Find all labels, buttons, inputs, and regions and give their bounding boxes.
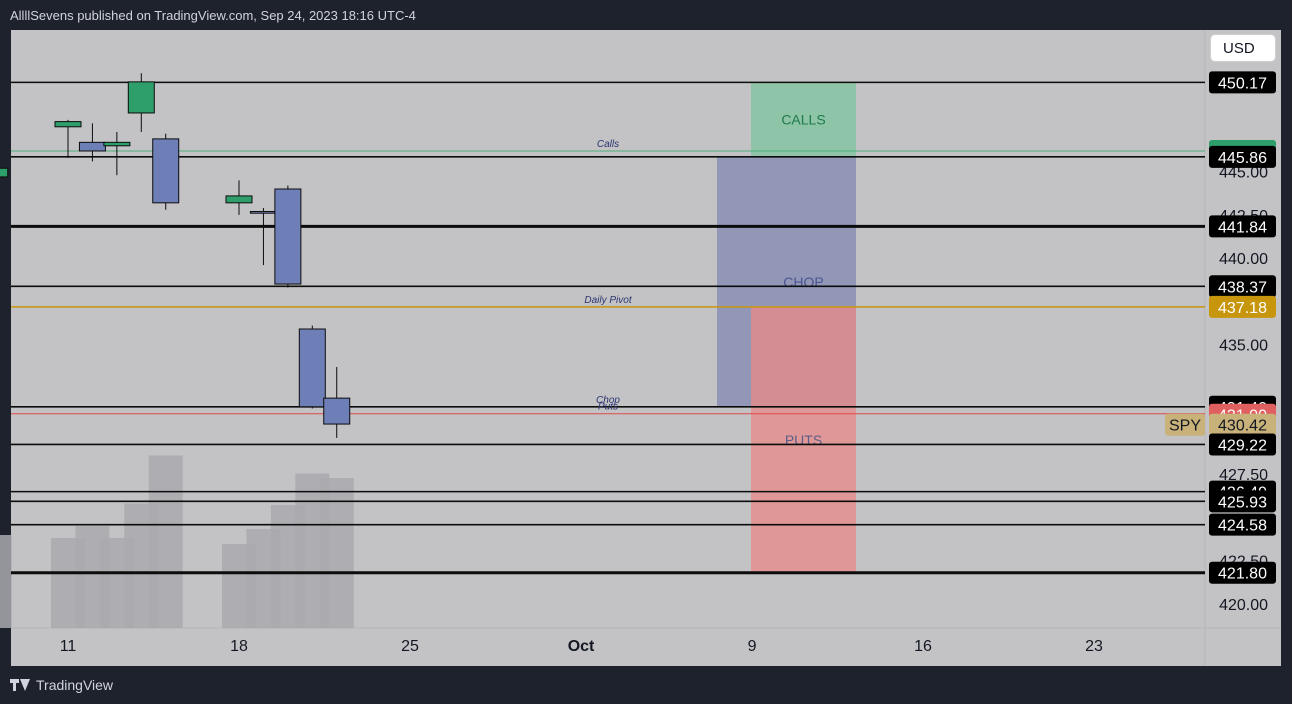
candle-body [152,138,180,204]
volume-bar [148,455,183,628]
candle-body [103,141,131,147]
publish-header: AllllSevens published on TradingView.com… [10,8,416,23]
candle-body [298,328,326,408]
candle-body [225,195,253,204]
level-price-label: 424.58 [1218,518,1267,535]
candle-body [54,121,82,128]
candle-body [0,167,9,178]
level-price-badge [1209,295,1276,318]
symbol-label: SPY [1169,418,1201,435]
candle-body [274,188,302,285]
level-price-badge [1209,215,1276,238]
level-price-label: 425.93 [1218,494,1267,511]
level-price-badge [1209,513,1276,536]
level-price-label: 445.86 [1218,150,1267,167]
tradingview-logo-icon [10,679,30,691]
zone-calls [751,82,856,157]
candle-body [78,141,106,152]
level-price-badge [1209,275,1276,298]
level-price-label: 421.80 [1218,566,1267,583]
chart-background [11,30,1281,666]
level-price-label: 429.22 [1218,437,1267,454]
level-note: Chop [596,395,620,406]
level-price-label: 438.37 [1218,279,1267,296]
x-tick-label: 23 [1085,638,1103,655]
level-price-label: 430.42 [1218,418,1267,435]
symbol-badge [1165,413,1205,436]
level-price-badge [1209,71,1276,94]
zone-label-calls: CALLS [781,112,825,128]
zone-puts [751,306,856,573]
currency-button[interactable]: USD [1210,34,1276,62]
x-tick-label: 25 [401,638,419,655]
y-tick-label: 445.00 [1219,165,1268,182]
y-tick-label: 420.00 [1219,597,1268,614]
y-tick-label: 427.50 [1219,467,1268,484]
x-tick-label: 16 [914,638,932,655]
level-price-label: 441.84 [1218,219,1267,236]
y-tick-label: 440.00 [1219,251,1268,268]
level-price-label: 450.17 [1218,75,1267,92]
level-price-badge [1209,433,1276,456]
footer-brand-label: TradingView [36,677,114,693]
x-tick-label: 9 [748,638,757,655]
x-tick-label: 11 [60,638,77,655]
footer-brand[interactable]: TradingView [10,677,113,693]
level-price-badge [1209,490,1276,513]
volume-bar [319,478,354,628]
level-note: Puts [598,402,618,413]
level-price-badge [1209,145,1276,168]
x-tick-label: Oct [568,638,595,655]
candle-body [127,81,155,114]
level-note: Daily Pivot [584,295,632,306]
level-price-badge [1209,413,1276,436]
zone-label-puts: PUTS [785,432,822,448]
level-price-badge [1209,561,1276,584]
volume-bar [0,535,12,628]
level-note: Calls [597,139,619,150]
candle-body [249,210,277,214]
level-price-label: 437.18 [1218,300,1267,317]
y-tick-label: 435.00 [1219,338,1268,355]
x-tick-label: 18 [230,638,248,655]
candle-body [323,397,351,425]
zone-label-chop: CHOP [783,274,823,290]
